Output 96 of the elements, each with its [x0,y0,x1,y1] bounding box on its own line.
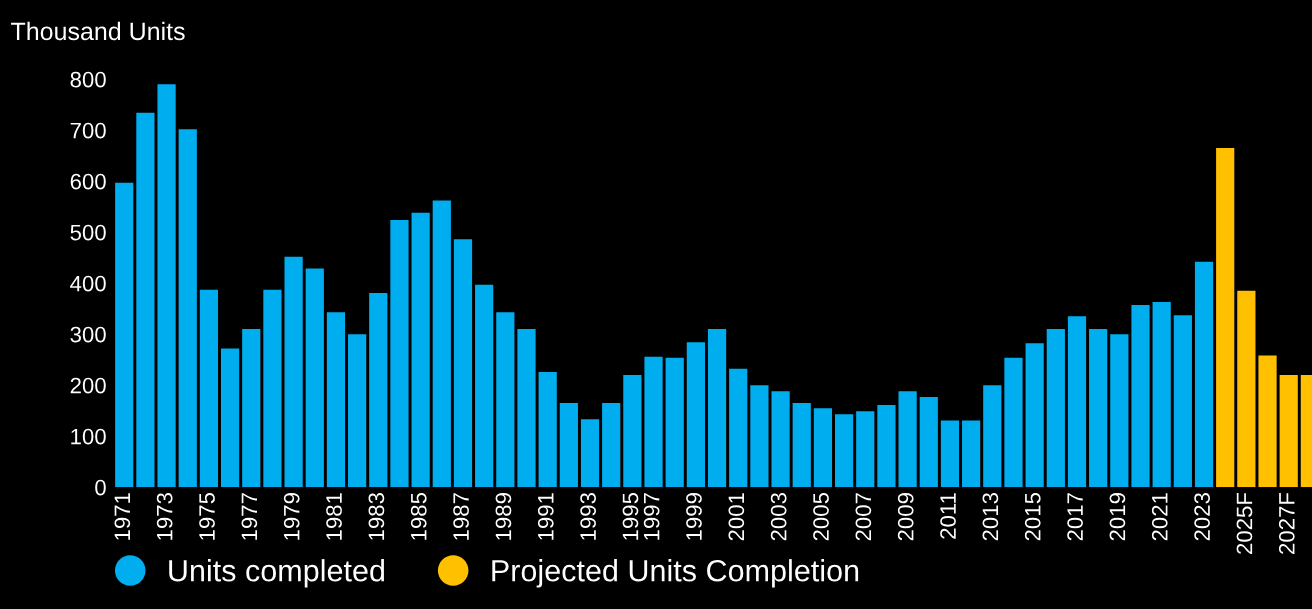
x-tick-label: 2005 [813,492,829,541]
bar [602,403,621,488]
bar [1089,329,1108,488]
bar [475,284,494,488]
x-tick-label: 1985 [410,492,427,540]
bar [348,334,367,488]
bar [707,329,727,488]
bar [940,420,960,488]
bar [1216,148,1235,488]
y-tick-label: 200 [70,377,106,394]
y-tick-label: 0 [95,479,106,496]
bar [411,212,430,488]
x-tick-label: 2013 [982,493,999,541]
bar [453,239,473,488]
bar [559,403,578,488]
bar [538,371,557,488]
x-tick-label: 2019 [1109,493,1126,541]
x-tick-label: 2001 [728,493,745,541]
x-tick-label: 1997 [643,493,660,540]
x-tick-label: 2027F [1278,492,1295,554]
bar [284,256,303,488]
x-tick-label: 2011 [940,493,956,539]
bar [792,403,811,488]
x-tick-label: 1991 [537,493,554,540]
bar [856,411,875,488]
x-tick-label: 2003 [770,493,787,541]
x-tick-label: 1983 [368,493,385,540]
x-tick-label: 1975 [199,492,215,540]
bar [496,312,515,488]
x-tick-label: 2021 [1151,493,1168,541]
bar [962,420,981,488]
bar [305,268,324,488]
x-tick-label: 2007 [855,493,872,541]
bar [369,292,388,488]
bar [1110,334,1129,488]
bar [1237,290,1256,488]
y-tick-label: 800 [70,71,106,88]
bar [919,396,938,488]
bar [1067,316,1087,488]
y-tick-label: 300 [70,326,106,343]
bar [1152,302,1171,488]
bar [644,356,663,488]
x-tick-label: 1981 [326,493,342,540]
y-tick-label: 500 [70,224,106,241]
y-tick-label: 100 [71,428,106,445]
y-tick-label: 600 [70,173,106,190]
bar [1046,329,1065,488]
bar [220,348,240,488]
bar [1258,355,1277,488]
bar [580,419,600,488]
legend-label: Units completed [169,559,384,588]
x-tick-label: 1973 [156,493,173,540]
bar [1004,357,1023,488]
bar [623,374,642,488]
x-tick-label: 2015 [1024,492,1041,541]
bar [136,112,155,488]
x-tick-label: 2017 [1067,493,1083,541]
bar [813,408,833,488]
bar [750,385,769,488]
bar [983,385,1002,488]
x-tick-label: 1977 [241,493,258,540]
x-tick-label: 1971 [114,493,131,540]
bar [1131,305,1150,488]
bar [326,312,346,488]
bar [665,357,684,488]
bar [157,84,176,488]
bar [1025,343,1044,488]
x-tick-label: 2009 [897,493,914,541]
x-tick-label: 1999 [686,493,702,540]
x-tick-label: 2025F [1236,492,1253,554]
x-tick-label: 2023 [1194,493,1210,541]
bar [263,289,282,488]
bar [834,414,854,488]
bar [1173,315,1192,488]
y-tick-label: 400 [70,275,106,292]
x-tick-label: 1989 [495,493,512,540]
bar [877,405,896,488]
y-tick-label: 700 [70,122,106,139]
bar [115,182,134,488]
legend-label: Projected Units Completion [492,559,859,588]
bar [898,391,917,488]
bar [517,329,536,488]
bar [686,342,705,488]
bar [432,200,451,488]
x-tick-label: 1979 [283,493,300,540]
bar [178,129,197,488]
bar [199,289,219,488]
bar [729,368,748,488]
x-tick-label: 1987 [453,493,469,540]
bar [1194,261,1214,488]
y-axis-title: Thousand Units [11,21,185,41]
x-tick-label: 1993 [580,493,596,540]
x-tick-label: 1995 [622,492,639,540]
bar [242,329,261,488]
bar [771,391,790,488]
bar [390,219,409,488]
